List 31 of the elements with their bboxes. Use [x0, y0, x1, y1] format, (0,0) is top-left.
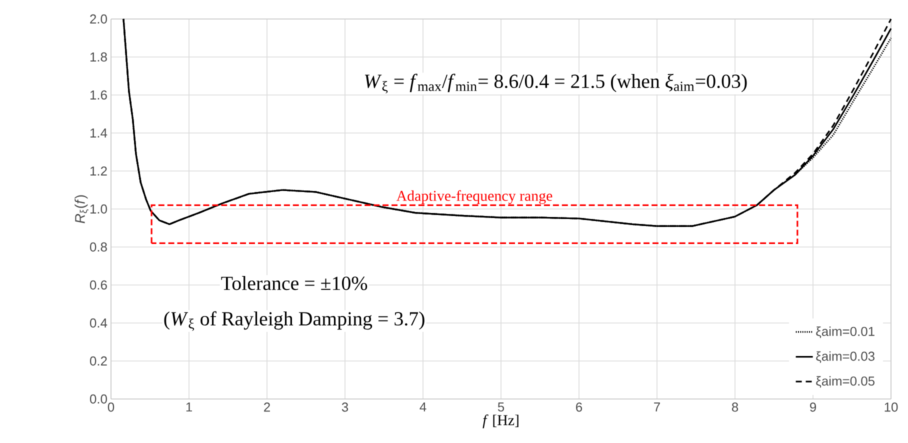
y-tick-label: 1.6 [90, 90, 107, 100]
y-tick-label: 0.6 [90, 280, 107, 290]
x-tick-label: 1 [186, 402, 192, 412]
legend-label: ξaim=0.01 [816, 326, 874, 338]
x-tick-label: 10 [884, 402, 898, 412]
annotation: Tolerance = ±10% [221, 276, 368, 290]
x-tick-label: 7 [654, 402, 660, 412]
y-tick-label: 0.4 [90, 318, 108, 328]
y-tick-label: 0.0 [90, 394, 107, 404]
x-tick-label: 5 [498, 402, 504, 412]
y-tick-label: 1.8 [90, 52, 107, 62]
y-tick-label: 1.0 [90, 204, 107, 214]
y-axis-title: R$_{ξ}$(f) [74, 195, 89, 224]
y-tick-label: 0.8 [90, 242, 107, 252]
x-tick-label: 9 [810, 402, 816, 412]
annotation: (W$_{ξ}$ of Rayleigh Damping = 3.7) [164, 311, 424, 331]
x-axis-title: f [Hz] [482, 414, 518, 428]
x-tick-label: 2 [264, 402, 270, 412]
x-tick-label: 4 [420, 402, 426, 412]
legend-label: ξaim=0.05 [816, 376, 874, 388]
y-tick-label: 1.4 [90, 128, 108, 138]
y-tick-label: 0.2 [90, 356, 107, 366]
x-tick-label: 3 [342, 402, 348, 412]
x-tick-label: 6 [576, 402, 582, 412]
x-tick-label: 0 [108, 402, 114, 412]
annotation: Adaptive-frequency range [396, 190, 552, 204]
text: W$_{ξ}$ = f$_{max}$/f$_{min}$= 8.6/0.4 = 21.5 (when ξ$_{aim}$=0.03) [364, 74, 747, 94]
y-tick-label: 2.0 [90, 14, 107, 24]
y-tick-label: 1.2 [90, 166, 107, 176]
legend-label: ξaim=0.03 [816, 351, 874, 363]
x-tick-label: 8 [732, 402, 738, 412]
